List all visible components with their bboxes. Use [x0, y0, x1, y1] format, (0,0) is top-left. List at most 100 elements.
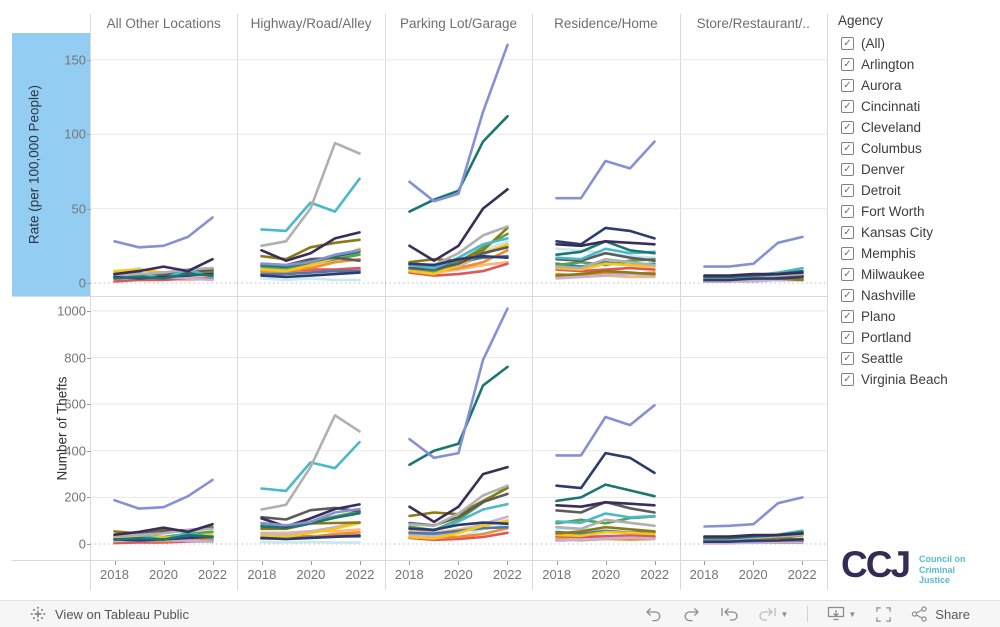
series-line-memphis[interactable] — [407, 365, 509, 467]
series-line-denver[interactable] — [555, 140, 656, 200]
filter-item-plano[interactable]: ✓ Plano — [838, 306, 948, 327]
checkbox-checked-icon[interactable]: ✓ — [841, 247, 854, 260]
series-line-kansas-city[interactable] — [407, 521, 509, 532]
filter-item-kansas-city[interactable]: ✓ Kansas City — [838, 222, 948, 243]
series-line-detroit[interactable] — [113, 257, 214, 276]
series-line-portland[interactable] — [555, 518, 656, 531]
series-line-detroit[interactable] — [260, 231, 362, 262]
filter-item-fort-worth[interactable]: ✓ Fort Worth — [838, 201, 948, 222]
series-line-fort-worth[interactable] — [555, 251, 656, 262]
series-line-columbus[interactable] — [555, 269, 656, 277]
series-line-denver[interactable] — [702, 235, 804, 268]
series-line-fort-worth[interactable] — [407, 246, 509, 271]
series-line-milwaukee[interactable] — [260, 177, 362, 233]
series-line-aurora[interactable] — [555, 262, 656, 271]
series-line-plano[interactable] — [260, 540, 362, 544]
series-line-portland[interactable] — [407, 484, 509, 528]
filter-item-columbus[interactable]: ✓ Columbus — [838, 138, 948, 159]
checkbox-checked-icon[interactable]: ✓ — [841, 142, 854, 155]
checkbox-checked-icon[interactable]: ✓ — [841, 331, 854, 344]
series-line-memphis[interactable] — [555, 483, 656, 503]
undo-button[interactable] — [644, 607, 663, 622]
checkbox-checked-icon[interactable]: ✓ — [841, 310, 854, 323]
filter-item-cleveland[interactable]: ✓ Cleveland — [838, 117, 948, 138]
filter-item-arlington[interactable]: ✓ Arlington — [838, 54, 948, 75]
chart-panel-rate-all-other-locations[interactable] — [90, 33, 237, 296]
series-line-portland[interactable] — [555, 257, 656, 270]
series-line-portland[interactable] — [702, 272, 804, 280]
series-line-denver[interactable] — [113, 216, 214, 249]
checkbox-checked-icon[interactable]: ✓ — [841, 121, 854, 134]
chart-panel-rate-parking-lot-garage[interactable] — [384, 33, 532, 296]
series-line-cleveland[interactable] — [555, 266, 656, 273]
series-line-kansas-city[interactable] — [260, 271, 362, 279]
series-line-fort-worth[interactable] — [260, 506, 362, 521]
checkbox-checked-icon[interactable]: ✓ — [841, 58, 854, 71]
series-line-detroit[interactable] — [555, 501, 656, 508]
filter-item-virginia-beach[interactable]: ✓ Virginia Beach — [838, 369, 948, 390]
download-button[interactable]: ▼ — [827, 606, 856, 622]
chart-panel-count-residence-home[interactable] — [532, 296, 680, 560]
filter-item-cincinnati[interactable]: ✓ Cincinnati — [838, 96, 948, 117]
filter-item-seattle[interactable]: ✓ Seattle — [838, 348, 948, 369]
checkbox-checked-icon[interactable]: ✓ — [841, 163, 854, 176]
chart-panel-count-all-other-locations[interactable] — [90, 296, 237, 560]
chart-panel-rate-residence-home[interactable] — [532, 33, 680, 296]
series-line-detroit[interactable] — [702, 271, 804, 277]
series-line-detroit[interactable] — [407, 188, 509, 262]
series-line-denver[interactable] — [260, 249, 362, 267]
series-line-memphis[interactable] — [113, 533, 214, 541]
series-line-virginia-beach[interactable] — [555, 536, 656, 542]
checkbox-checked-icon[interactable]: ✓ — [841, 226, 854, 239]
filter-item-nashville[interactable]: ✓ Nashville — [838, 285, 948, 306]
reset-button[interactable] — [720, 607, 739, 622]
filter-item-memphis[interactable]: ✓ Memphis — [838, 243, 948, 264]
series-line-cleveland[interactable] — [407, 262, 509, 277]
chart-panel-count-store-restaurant[interactable] — [679, 296, 827, 560]
fullscreen-button[interactable] — [875, 606, 892, 623]
series-line-virginia-beach[interactable] — [555, 272, 656, 280]
checkbox-checked-icon[interactable]: ✓ — [841, 289, 854, 302]
replay-button[interactable]: ▼ — [758, 607, 788, 622]
series-line-aurora[interactable] — [260, 521, 362, 539]
filter-item-detroit[interactable]: ✓ Detroit — [838, 180, 948, 201]
series-line-milwaukee[interactable] — [407, 237, 509, 270]
series-line-denver[interactable] — [113, 478, 214, 510]
series-line-detroit[interactable] — [555, 240, 656, 248]
view-on-tableau-public-link[interactable]: View on Tableau Public — [30, 601, 189, 627]
checkbox-checked-icon[interactable]: ✓ — [841, 373, 854, 386]
series-line-milwaukee[interactable] — [260, 440, 362, 493]
share-button[interactable]: Share — [911, 606, 970, 622]
series-line-milwaukee[interactable] — [555, 512, 656, 525]
chart-panel-rate-highway-road-alley[interactable] — [237, 33, 385, 296]
series-line-kansas-city[interactable] — [555, 451, 656, 490]
series-line-memphis[interactable] — [113, 272, 214, 280]
checkbox-checked-icon[interactable]: ✓ — [841, 268, 854, 281]
series-line-portland[interactable] — [260, 414, 362, 511]
filter-item-all[interactable]: ✓ (All) — [838, 33, 948, 54]
checkbox-checked-icon[interactable]: ✓ — [841, 79, 854, 92]
redo-button[interactable] — [682, 607, 701, 622]
checkbox-checked-icon[interactable]: ✓ — [841, 184, 854, 197]
series-line-portland[interactable] — [260, 141, 362, 248]
checkbox-checked-icon[interactable]: ✓ — [841, 100, 854, 113]
series-line-seattle[interactable] — [555, 257, 656, 267]
filter-item-milwaukee[interactable]: ✓ Milwaukee — [838, 264, 948, 285]
checkbox-checked-icon[interactable]: ✓ — [841, 205, 854, 218]
series-line-columbus[interactable] — [555, 525, 656, 535]
filter-item-aurora[interactable]: ✓ Aurora — [838, 75, 948, 96]
series-line-kansas-city[interactable] — [702, 538, 804, 543]
series-line-detroit[interactable] — [407, 465, 509, 524]
series-line-denver[interactable] — [555, 404, 656, 457]
series-line-portland[interactable] — [113, 266, 214, 277]
series-line-denver[interactable] — [407, 43, 509, 203]
series-line-arlington[interactable] — [407, 525, 509, 535]
series-line-detroit[interactable] — [113, 522, 214, 536]
checkbox-checked-icon[interactable]: ✓ — [841, 352, 854, 365]
series-line-memphis[interactable] — [407, 115, 509, 213]
chart-panel-count-parking-lot-garage[interactable] — [384, 296, 532, 560]
series-line-detroit[interactable] — [702, 532, 804, 538]
series-line-milwaukee[interactable] — [555, 247, 656, 261]
filter-item-portland[interactable]: ✓ Portland — [838, 327, 948, 348]
series-line-kansas-city[interactable] — [260, 534, 362, 541]
